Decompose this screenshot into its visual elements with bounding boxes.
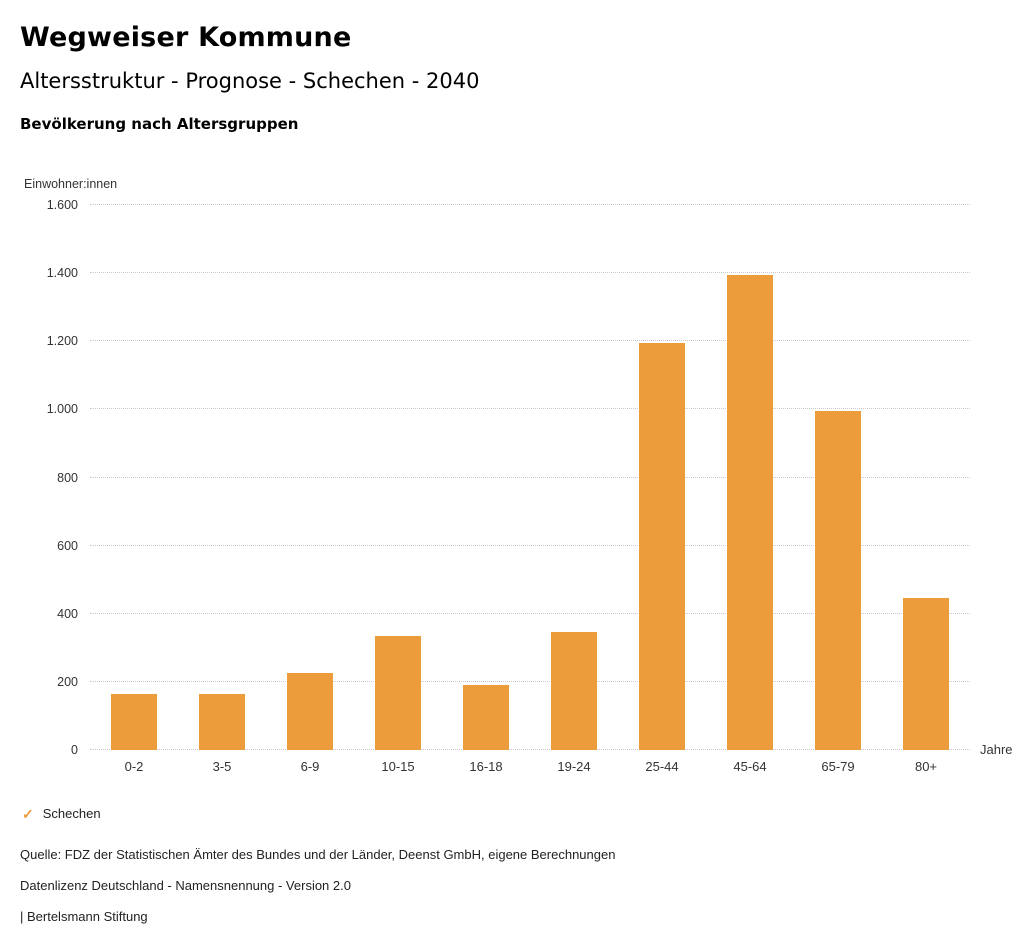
legend-label: Schechen bbox=[42, 806, 101, 821]
page-title: Wegweiser Kommune bbox=[20, 22, 352, 53]
legend-item-schechen[interactable]: ✓ Schechen bbox=[22, 806, 101, 821]
x-tick-label-25-44: 25-44 bbox=[645, 759, 679, 774]
y-tick-label-600: 600 bbox=[57, 538, 78, 553]
y-tick-label-0: 0 bbox=[71, 743, 78, 757]
footer: Quelle: FDZ der Statistischen Ämter des … bbox=[20, 847, 1004, 924]
y-tick-label-1.200: 1.200 bbox=[46, 334, 78, 349]
bar-10-15[interactable] bbox=[375, 635, 421, 750]
bar-19-24[interactable] bbox=[551, 632, 597, 750]
x-tick-label-45-64: 45-64 bbox=[733, 759, 767, 774]
x-tick-label-6-9: 6-9 bbox=[300, 759, 320, 774]
bar-slot-3-5 bbox=[178, 205, 266, 750]
x-tick-label-10-15: 10-15 bbox=[381, 759, 415, 774]
bar-45-64[interactable] bbox=[727, 274, 773, 750]
gridline-800 bbox=[90, 476, 970, 478]
bar-slot-25-44 bbox=[618, 205, 706, 750]
chart-title: Bevölkerung nach Altersgruppen bbox=[20, 115, 299, 133]
y-tick-label-200: 200 bbox=[57, 674, 78, 689]
y-tick-label-800: 800 bbox=[57, 470, 78, 485]
x-axis-unit-label: Jahre bbox=[980, 742, 1013, 757]
license-note: Datenlizenz Deutschland - Namensnennung … bbox=[20, 878, 351, 893]
bar-65-79[interactable] bbox=[815, 411, 861, 750]
bar-25-44[interactable] bbox=[639, 342, 685, 750]
y-tick-label-1.400: 1.400 bbox=[46, 266, 78, 281]
bar-series bbox=[90, 205, 970, 750]
y-tick-label-1.000: 1.000 bbox=[46, 402, 78, 417]
bar-0-2[interactable] bbox=[111, 693, 157, 750]
bar-slot-65-79 bbox=[794, 205, 882, 750]
page: Wegweiser Kommune Altersstruktur - Progn… bbox=[20, 22, 1013, 924]
gridline-400 bbox=[90, 612, 970, 614]
gridline-0 bbox=[90, 749, 970, 750]
gridline-1.200 bbox=[90, 340, 970, 342]
gridline-1.000 bbox=[90, 408, 970, 410]
gridline-1.400 bbox=[90, 272, 970, 274]
x-tick-label-16-18: 16-18 bbox=[469, 759, 503, 774]
source-note: Quelle: FDZ der Statistischen Ämter des … bbox=[20, 847, 616, 862]
bar-slot-6-9 bbox=[266, 205, 354, 750]
x-tick-label-3-5: 3-5 bbox=[212, 759, 232, 774]
legend-check-icon: ✓ bbox=[22, 805, 34, 822]
bar-slot-0-2 bbox=[90, 205, 178, 750]
bar-slot-19-24 bbox=[530, 205, 618, 750]
bar-80+[interactable] bbox=[903, 598, 949, 750]
x-tick-label-19-24: 19-24 bbox=[557, 759, 591, 774]
bar-slot-45-64 bbox=[706, 205, 794, 750]
bar-slot-10-15 bbox=[354, 205, 442, 750]
gridline-200 bbox=[90, 680, 970, 682]
bar-16-18[interactable] bbox=[463, 685, 509, 750]
x-axis-tick-labels: 0-2 3-5 6-9 10-15 16-18 19-24 25-44 45-64 65-79 8… bbox=[90, 759, 970, 774]
bar-slot-16-18 bbox=[442, 205, 530, 750]
bar-3-5[interactable] bbox=[199, 693, 245, 750]
bar-chart-plot-area: Jahre 0 200 400 600 800 1.000 1.200 1.400 1.600 bbox=[47, 198, 1013, 757]
x-tick-label-0-2: 0-2 bbox=[124, 759, 144, 774]
y-tick-label-1.600: 1.600 bbox=[46, 198, 78, 212]
y-axis-label: Einwohner:innen bbox=[24, 177, 118, 191]
gridline-1.600 bbox=[90, 204, 970, 205]
bar-6-9[interactable] bbox=[287, 673, 333, 750]
page-subtitle: Altersstruktur - Prognose - Schechen - 2… bbox=[20, 69, 480, 93]
x-tick-label-65-79: 65-79 bbox=[821, 759, 855, 774]
y-tick-label-400: 400 bbox=[57, 606, 78, 621]
x-tick-label-80+: 80+ bbox=[914, 759, 938, 774]
bar-slot-80+ bbox=[882, 205, 970, 750]
gridline-600 bbox=[90, 544, 970, 546]
attribution-note: | Bertelsmann Stiftung bbox=[20, 909, 148, 924]
